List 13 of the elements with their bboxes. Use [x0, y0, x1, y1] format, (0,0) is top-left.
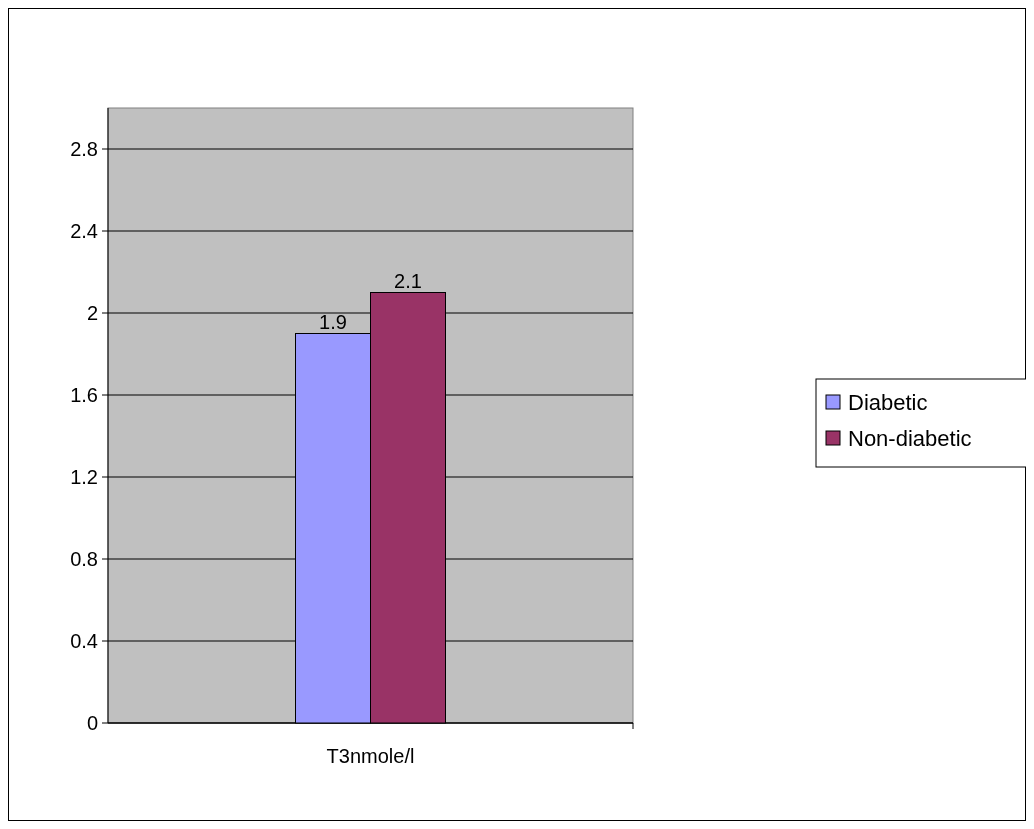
data-label: 1.9 [319, 310, 347, 333]
y-tick-label: 1.2 [70, 466, 98, 488]
y-tick-label: 1.6 [70, 384, 98, 406]
legend-label: Diabetic [848, 389, 928, 415]
y-tick-label: 2.4 [70, 220, 98, 242]
y-tick-label: 0 [86, 712, 98, 734]
y-tick-label: 0.4 [70, 630, 98, 652]
legend-label: Non-diabetic [848, 425, 972, 451]
y-tick-label: 2 [86, 302, 98, 324]
y-tick-label: 0.8 [70, 548, 98, 570]
y-tick-label: 2.8 [70, 138, 98, 160]
data-label: 2.1 [394, 269, 422, 292]
x-tick-label: T3nmole/l [326, 745, 415, 767]
